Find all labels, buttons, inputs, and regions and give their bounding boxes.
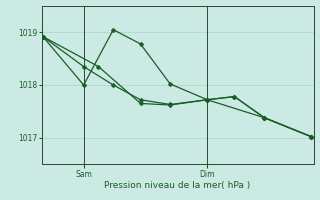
X-axis label: Pression niveau de la mer( hPa ): Pression niveau de la mer( hPa ) xyxy=(104,181,251,190)
